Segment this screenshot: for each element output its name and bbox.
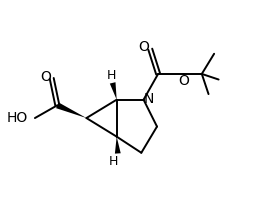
Text: O: O xyxy=(179,74,189,88)
Polygon shape xyxy=(56,102,86,118)
Text: O: O xyxy=(41,70,52,84)
Text: H: H xyxy=(109,155,118,168)
Polygon shape xyxy=(110,82,117,100)
Text: O: O xyxy=(138,40,149,54)
Text: N: N xyxy=(144,92,154,106)
Text: H: H xyxy=(106,69,116,82)
Polygon shape xyxy=(115,137,121,154)
Text: HO: HO xyxy=(7,111,28,125)
